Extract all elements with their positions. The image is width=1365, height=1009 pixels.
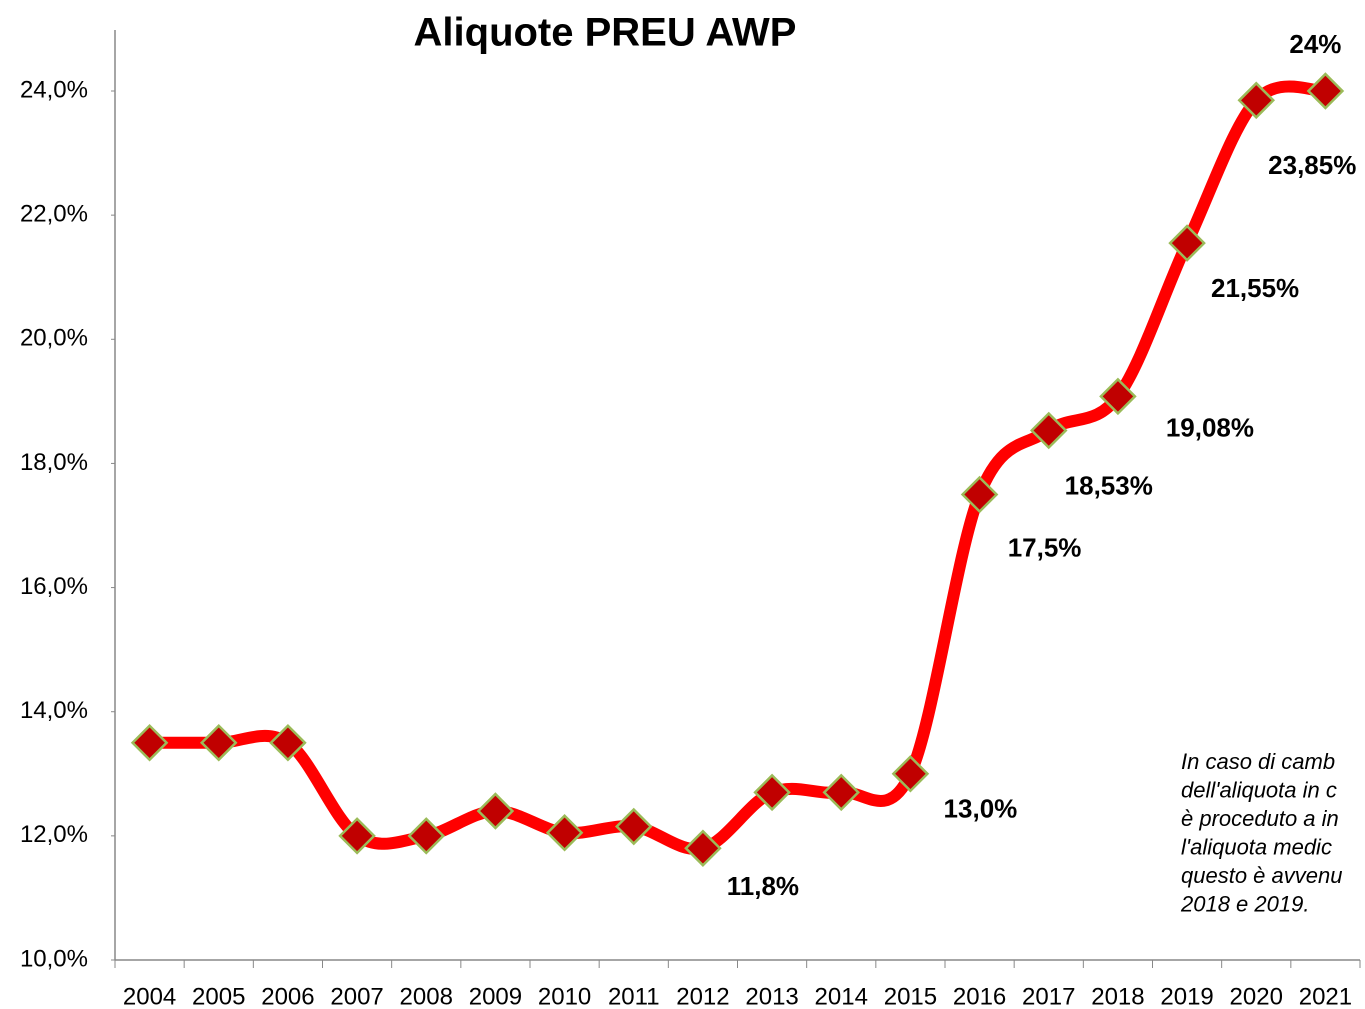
marker	[1306, 72, 1345, 110]
marker	[338, 817, 376, 855]
y-tick-label: 22,0%	[20, 200, 88, 227]
x-tick-label: 2012	[676, 983, 729, 1009]
annotation: In caso di camb	[1181, 749, 1335, 774]
chart-title: Aliquote PREU AWP	[414, 11, 797, 55]
y-tick-label: 14,0%	[20, 697, 88, 724]
marker	[199, 723, 238, 762]
annotation: 2018 e 2019.	[1180, 891, 1309, 916]
line	[143, 80, 1332, 856]
annotation: questo è avvenu	[1181, 863, 1342, 888]
marker	[1237, 81, 1276, 120]
x-tick-label: 2013	[745, 983, 798, 1009]
marker	[407, 817, 446, 855]
y-tick-label: 16,0%	[20, 573, 88, 600]
y-tick-label: 20,0%	[20, 325, 88, 352]
data-label: 18,53%	[1065, 470, 1153, 500]
x-tick-label: 2017	[1022, 983, 1075, 1009]
x-tick-label: 2019	[1160, 983, 1213, 1009]
data-label: 19,08%	[1166, 412, 1254, 442]
x-tick-label: 2020	[1230, 983, 1283, 1009]
x-tick-label: 2021	[1299, 983, 1352, 1009]
x-tick-label: 2007	[330, 983, 383, 1009]
annotation: è proceduto a in	[1181, 806, 1339, 831]
data-label: 11,8%	[727, 871, 799, 901]
x-tick-label: 2011	[608, 983, 660, 1009]
x-tick-label: 2009	[469, 983, 522, 1009]
x-tick-label: 2018	[1091, 983, 1144, 1009]
marker	[1029, 411, 1068, 450]
x-tick-label: 2008	[400, 983, 453, 1009]
marker	[130, 723, 169, 762]
x-tick-label: 2006	[261, 983, 314, 1009]
data-label: 13,0%	[944, 794, 1018, 824]
marker	[1099, 377, 1137, 416]
y-tick-label: 18,0%	[20, 449, 88, 476]
marker	[1168, 224, 1206, 262]
x-tick-label: 2010	[538, 983, 591, 1009]
data-label: 24%	[1289, 29, 1341, 59]
marker	[269, 723, 307, 762]
marker	[684, 829, 722, 868]
data-label: 23,85%	[1268, 150, 1356, 180]
annotation: dell'aliquota in c	[1181, 777, 1337, 802]
marker	[545, 813, 584, 852]
x-tick-label: 2015	[884, 983, 937, 1009]
x-tick-label: 2014	[815, 983, 868, 1009]
y-tick-label: 24,0%	[20, 76, 88, 103]
marker	[891, 755, 930, 793]
marker	[614, 807, 653, 846]
x-tick-label: 2016	[953, 983, 1006, 1009]
marker	[960, 475, 999, 514]
marker	[822, 773, 861, 812]
x-tick-label: 2004	[123, 983, 176, 1009]
data-label: 17,5%	[1008, 532, 1082, 562]
marker	[476, 792, 515, 830]
x-tick-label: 2005	[192, 983, 245, 1009]
y-tick-label: 10,0%	[20, 945, 88, 972]
marker	[753, 773, 791, 812]
y-tick-label: 12,0%	[20, 821, 88, 848]
annotation: l'aliquota medic	[1181, 834, 1332, 859]
data-label: 21,55%	[1211, 273, 1299, 303]
